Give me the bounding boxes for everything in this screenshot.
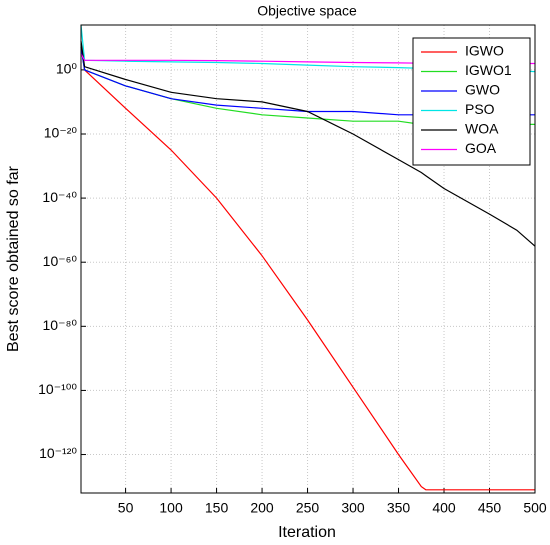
y-tick-label: 10⁻¹⁰⁰ <box>38 381 77 397</box>
legend-label: PSO <box>465 101 495 117</box>
y-tick-label: 10⁻⁴⁰ <box>42 189 77 205</box>
legend-box <box>412 37 531 166</box>
x-tick-label: 350 <box>387 500 411 516</box>
series-line <box>80 44 535 491</box>
legend-label: GOA <box>465 140 497 156</box>
x-tick-label: 100 <box>159 500 183 516</box>
y-tick-label: 10⁻⁶⁰ <box>43 253 78 269</box>
plot-frame <box>80 24 536 494</box>
legend-label: IGWO <box>465 43 504 59</box>
x-axis-label: Iteration <box>278 524 336 541</box>
y-tick-label: 10⁻²⁰ <box>44 125 78 141</box>
x-tick-label: 500 <box>523 500 547 516</box>
y-tick-label: 10⁻⁸⁰ <box>43 317 78 333</box>
y-tick-label: 10⁻¹²⁰ <box>39 445 77 461</box>
legend-label: WOA <box>465 121 499 137</box>
x-tick-label: 400 <box>432 500 456 516</box>
x-tick-label: 50 <box>118 500 134 516</box>
y-axis-label: Best score obtained so far <box>5 165 22 352</box>
x-tick-label: 300 <box>341 500 365 516</box>
x-tick-label: 200 <box>250 500 274 516</box>
series-line <box>80 40 536 247</box>
y-tick-label: 10⁰ <box>56 61 78 77</box>
legend-label: GWO <box>465 82 500 98</box>
chart-title: Objective space <box>257 3 357 19</box>
legend-label: IGWO1 <box>465 62 512 78</box>
x-tick-label: 150 <box>205 500 229 516</box>
x-tick-label: 450 <box>478 500 502 516</box>
x-tick-label: 250 <box>296 500 320 516</box>
